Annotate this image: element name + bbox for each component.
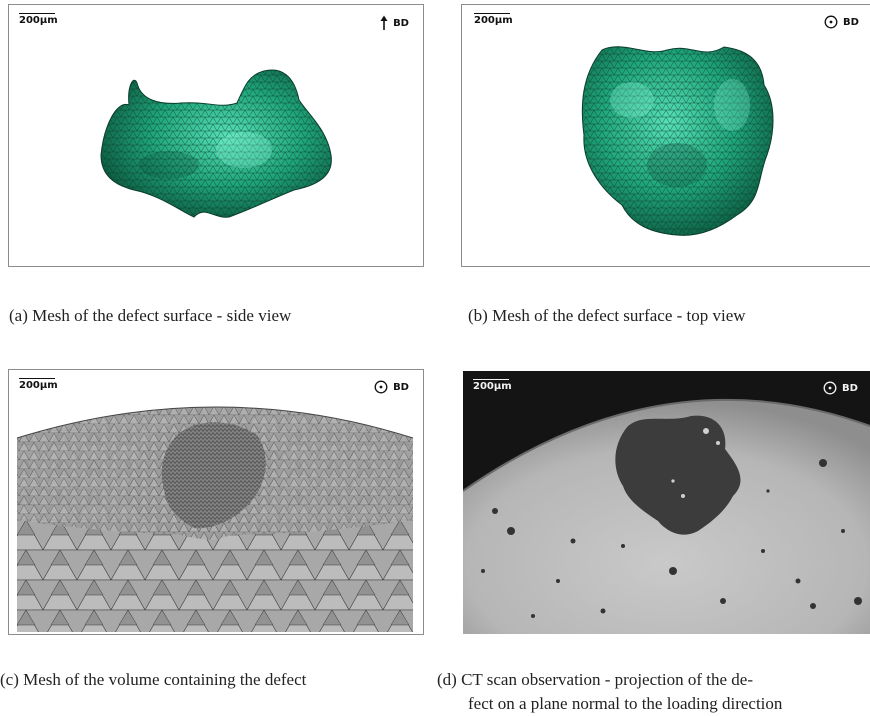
panel-a-side-view: 200µm BD (8, 4, 424, 267)
scale-bar: 200µm (474, 13, 513, 26)
caption-b: (b) Mesh of the defect surface - top vie… (468, 306, 746, 325)
caption-d-line1: (d) CT scan observation - projection of … (437, 670, 753, 689)
arrow-up-icon (380, 15, 388, 30)
build-direction-label: BD (380, 15, 409, 31)
caption-a: (a) Mesh of the defect surface - side vi… (9, 306, 292, 325)
caption-d-line2: fect on a plane normal to the loading di… (468, 694, 783, 713)
build-direction-label: BD (823, 381, 858, 395)
panel-b-top-view: 200µm BD (461, 4, 870, 267)
defect-mesh-top-view (581, 46, 774, 236)
scale-bar: 200µm (19, 13, 58, 26)
build-direction-label: BD (824, 15, 859, 29)
scale-bar: 200µm (473, 379, 512, 392)
panel-d-ct-scan: 200µm BD (463, 371, 870, 634)
scale-bar: 200µm (19, 378, 58, 391)
circle-dot-icon (824, 15, 838, 29)
caption-c: (c) Mesh of the volume containing the de… (0, 670, 307, 689)
volume-mesh-image (16, 406, 414, 632)
circle-dot-icon (823, 381, 837, 395)
build-direction-label: BD (374, 380, 409, 394)
ct-scan-image (463, 398, 870, 634)
circle-dot-icon (374, 380, 388, 394)
panel-c-volume-mesh: 200µm BD (8, 369, 424, 635)
defect-mesh-side-view (100, 69, 332, 218)
